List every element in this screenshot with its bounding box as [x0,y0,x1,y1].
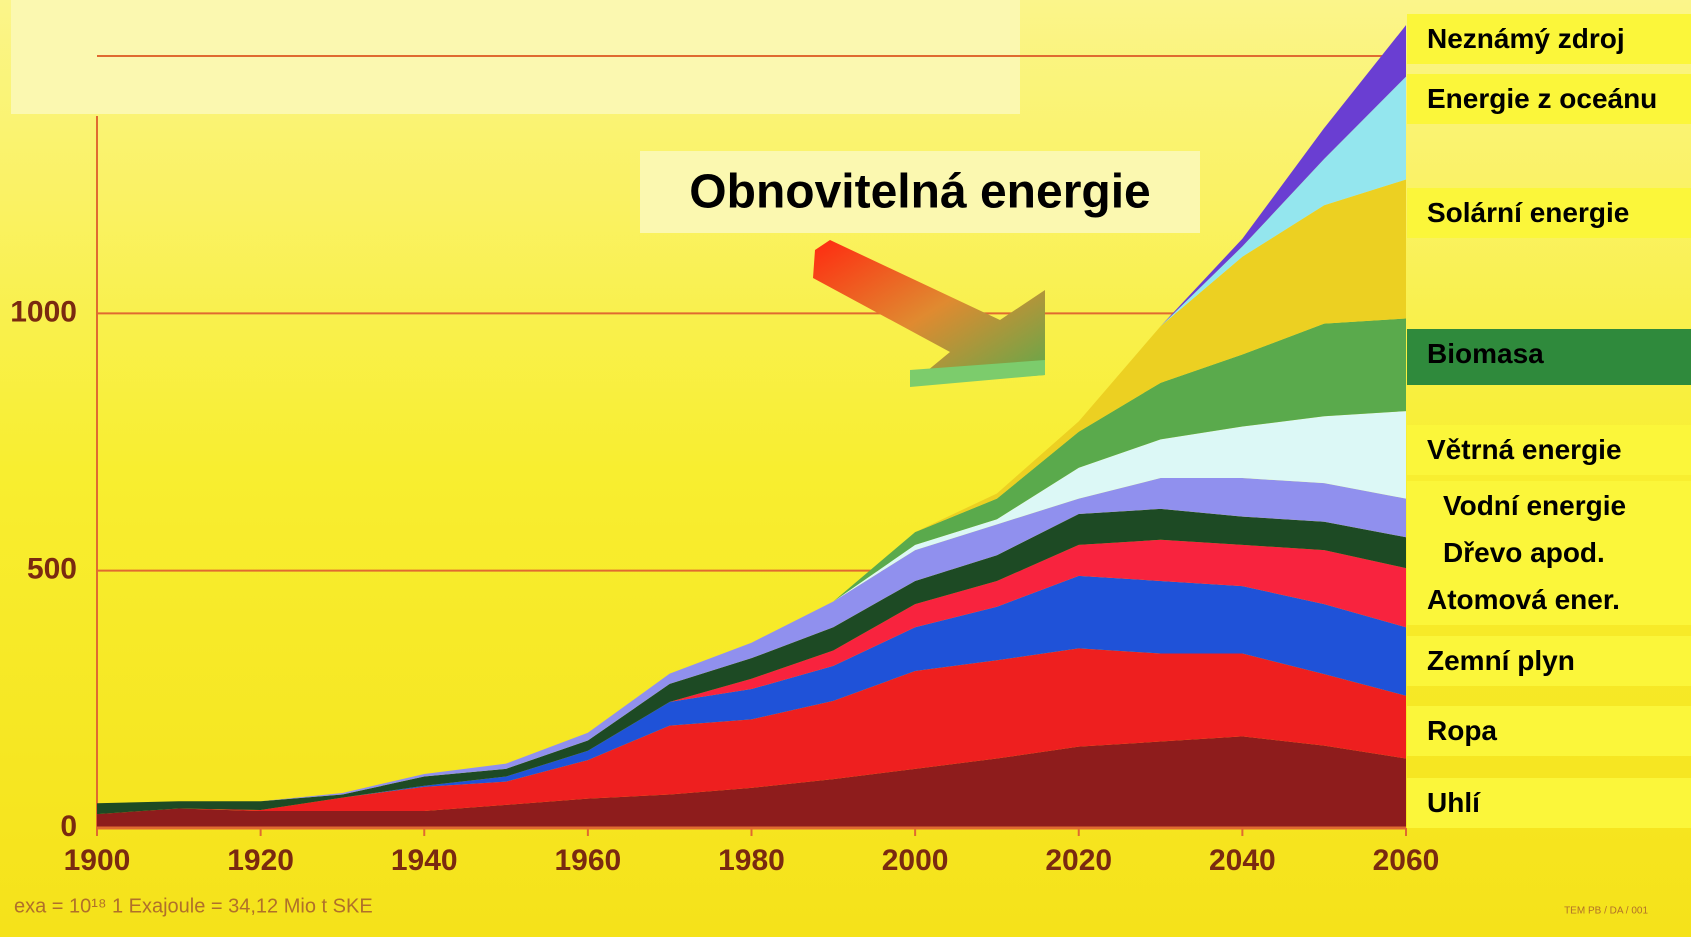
legend-entry: Ropa [1407,706,1691,756]
x-tick-label: 2000 [882,844,949,877]
legend-entry: Neznámý zdroj [1407,14,1691,64]
legend-entry: Atomová ener. [1407,575,1691,625]
footnote: exa = 10¹⁸ 1 Exajoule = 34,12 Mio t SKE [14,895,373,917]
y-tick-label: 500 [27,553,77,586]
y-tick-label: 1000 [10,295,77,328]
legend-entry: Biomasa [1407,329,1691,385]
legend-entry: Uhlí [1407,778,1691,828]
x-tick-label: 2020 [1045,844,1112,877]
legend-entry: Solární energie [1407,188,1691,238]
x-tick-label: 1940 [391,844,458,877]
x-tick-label: 2060 [1373,844,1440,877]
legend-entry: Dřevo apod. [1407,528,1691,578]
annotation: Obnovitelná energie [689,166,1150,219]
x-tick-label: 1980 [718,844,785,877]
legend-entry: Zemní plyn [1407,636,1691,686]
page: 0 500 1000 1900 1920 1940 1960 1980 2000 2020 2040… [0,0,1691,937]
legend-entry: Energie z oceánu [1407,74,1691,124]
x-tick-label: 2040 [1209,844,1276,877]
y-tick-label: 0 [60,810,77,843]
x-tick-label: 1900 [64,844,131,877]
x-tick-label: 1920 [227,844,294,877]
x-tick-label: 1960 [555,844,622,877]
code: TEM PB / DA / 001 [1564,906,1648,917]
legend-entry: Vodní energie [1407,481,1691,531]
legend-entry: Větrná energie [1407,425,1691,475]
